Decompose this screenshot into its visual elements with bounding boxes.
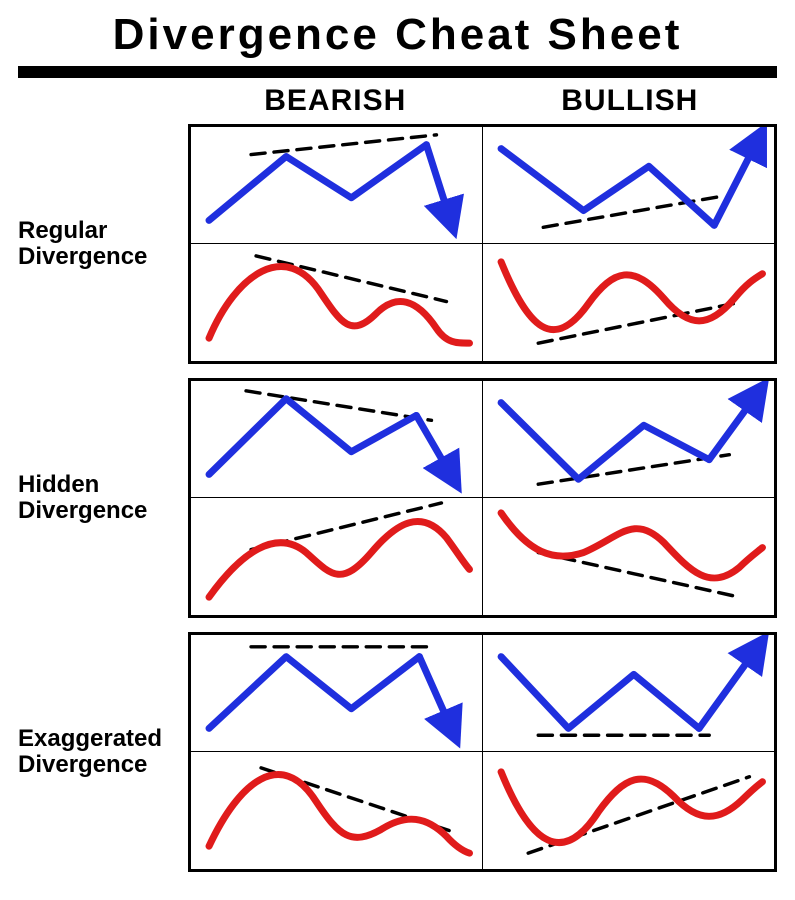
cell-exaggerated-bullish-osc — [483, 752, 775, 869]
cell-hidden-bullish-osc — [483, 498, 775, 615]
row-label-line1: Regular — [18, 217, 107, 244]
cell-regular-bearish-osc — [191, 244, 483, 361]
cell-exaggerated-bullish-price — [483, 635, 775, 752]
row-label-exaggerated: Exaggerated Divergence — [18, 726, 188, 779]
title-underline — [18, 66, 777, 78]
rows-container: Regular Divergence Hidde — [18, 124, 777, 872]
cell-regular-bullish-osc — [483, 244, 775, 361]
cell-exaggerated-bearish-price — [191, 635, 483, 752]
cell-hidden-bearish-price — [191, 381, 483, 498]
row-label-line2: Divergence — [18, 497, 147, 524]
grid-regular — [188, 124, 777, 364]
cheat-sheet: Divergence Cheat Sheet BEARISH BULLISH R… — [0, 0, 795, 900]
cell-exaggerated-bearish-osc — [191, 752, 483, 869]
row-label-line1: Hidden — [18, 471, 99, 498]
cell-regular-bullish-price — [483, 127, 775, 244]
row-label-regular: Regular Divergence — [18, 218, 188, 271]
cell-hidden-bullish-price — [483, 381, 775, 498]
cell-regular-bearish-price — [191, 127, 483, 244]
row-label-line2: Divergence — [18, 243, 147, 270]
row-label-line2: Divergence — [18, 751, 147, 778]
column-header-bullish: BULLISH — [483, 84, 778, 118]
grid-exaggerated — [188, 632, 777, 872]
cell-hidden-bearish-osc — [191, 498, 483, 615]
column-header-bearish: BEARISH — [188, 84, 483, 118]
row-exaggerated: Exaggerated Divergence — [18, 632, 777, 872]
grid-hidden — [188, 378, 777, 618]
row-label-hidden: Hidden Divergence — [18, 472, 188, 525]
page-title: Divergence Cheat Sheet — [18, 10, 777, 60]
row-hidden: Hidden Divergence — [18, 378, 777, 618]
row-label-line1: Exaggerated — [18, 725, 162, 752]
column-headers: BEARISH BULLISH — [18, 84, 777, 118]
row-regular: Regular Divergence — [18, 124, 777, 364]
